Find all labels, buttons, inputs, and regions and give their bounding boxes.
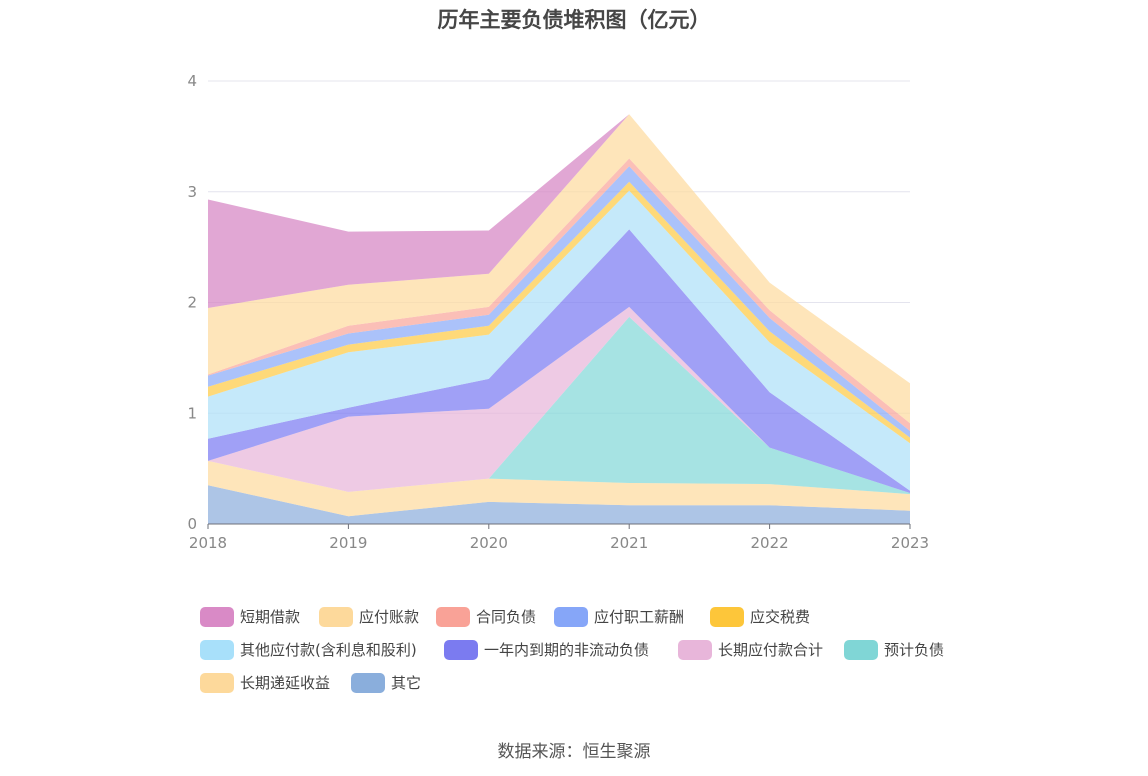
y-tick-label: 2	[187, 294, 197, 312]
x-tick-label: 2018	[189, 534, 227, 552]
x-tick-label: 2019	[329, 534, 367, 552]
legend-item[interactable]: 合同负债	[436, 606, 536, 627]
legend-label: 其它	[391, 674, 422, 692]
legend-swatch	[436, 606, 470, 627]
legend-swatch	[200, 672, 234, 693]
legend-swatch	[200, 639, 234, 660]
area-series-3	[208, 306, 910, 493]
legend-label: 应付职工薪酬	[594, 608, 685, 626]
legend-swatch	[200, 606, 234, 627]
legend-label: 长期递延收益	[240, 674, 331, 692]
legend-swatch	[319, 606, 353, 627]
legend-swatch	[351, 672, 385, 693]
legend-item[interactable]: 其他应付款(含利息和股利)	[200, 639, 417, 660]
x-tick-label: 2022	[751, 534, 789, 552]
y-tick-label: 3	[187, 183, 197, 201]
x-tick-label: 2020	[470, 534, 508, 552]
legend-label: 其他应付款(含利息和股利)	[240, 641, 417, 659]
area-series-0	[208, 485, 910, 524]
legend-item[interactable]: 预计负债	[844, 639, 944, 660]
legend-item[interactable]: 一年内到期的非流动负债	[444, 639, 649, 660]
legend-label: 应交税费	[750, 608, 811, 626]
legend-swatch	[710, 606, 744, 627]
area-series-2	[208, 316, 910, 495]
legend-swatch	[678, 639, 712, 660]
legend-item[interactable]: 长期递延收益	[200, 672, 330, 693]
legend-swatch	[554, 606, 588, 627]
x-tick-label: 2021	[610, 534, 648, 552]
legend-label: 合同负债	[476, 608, 537, 626]
legend-label: 应付账款	[359, 608, 420, 626]
y-tick-label: 4	[187, 72, 197, 90]
y-tick-label: 1	[187, 404, 197, 422]
legend-label: 长期应付款合计	[718, 641, 824, 659]
legend-item[interactable]: 应付职工薪酬	[554, 606, 684, 627]
area-series-4	[208, 229, 910, 493]
legend-item[interactable]: 长期应付款合计	[678, 639, 823, 660]
area-series-1	[208, 460, 910, 517]
legend-label: 短期借款	[240, 608, 301, 626]
chart-title: 历年主要负债堆积图（亿元）	[437, 8, 711, 32]
legend-swatch	[444, 639, 478, 660]
stacked-area-chart: 0 1 2 3 4 2018 2019 2020 2021 2022 2023	[187, 72, 929, 552]
y-tick-label: 0	[187, 515, 197, 533]
legend-label: 预计负债	[884, 641, 945, 659]
legend-item[interactable]: 短期借款	[200, 606, 300, 627]
legend-item[interactable]: 应交税费	[710, 606, 810, 627]
area-series-10	[208, 114, 910, 384]
legend-item[interactable]: 应付账款	[319, 606, 419, 627]
data-source-note: 数据来源：恒生聚源	[497, 742, 651, 762]
legend-item[interactable]: 其它	[351, 672, 421, 693]
x-tick-label: 2023	[891, 534, 929, 552]
legend-label: 一年内到期的非流动负债	[484, 641, 650, 659]
legend-swatch	[844, 639, 878, 660]
